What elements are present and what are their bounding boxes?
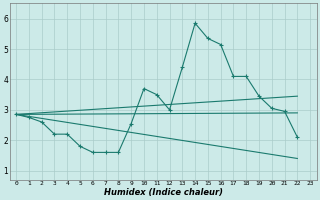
X-axis label: Humidex (Indice chaleur): Humidex (Indice chaleur) (104, 188, 223, 197)
